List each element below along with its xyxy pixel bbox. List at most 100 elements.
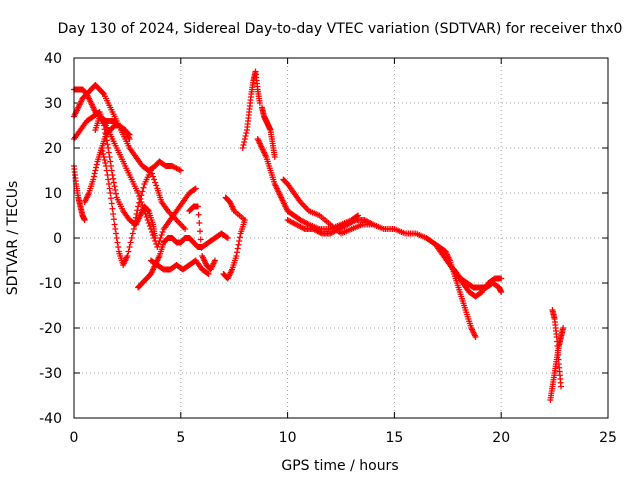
data-point [135,203,142,210]
data-point [140,184,147,191]
data-point [98,145,105,151]
series-arc-16 [284,217,377,237]
data-point [113,190,120,197]
data-point [236,234,243,241]
data-point [106,154,113,160]
data-point [355,212,362,219]
data-point [156,238,163,244]
data-point [113,235,120,241]
data-point [113,230,120,237]
data-point [234,245,241,252]
series-arc-9 [147,257,212,277]
data-point [100,154,107,160]
y-tick-label: -30 [39,366,62,382]
series-arc-6 [98,145,189,268]
series-arc-13 [258,104,278,160]
chart-title: Day 130 of 2024, Sidereal Day-to-day VTE… [58,21,623,37]
series-arc-21 [549,307,565,390]
data-point [99,148,106,154]
data-point [128,235,135,241]
data-point [138,199,145,205]
data-point [112,226,119,232]
data-point [93,164,100,171]
y-axis-label: SDTVAR / TECUs [5,181,21,296]
data-point [139,188,146,195]
data-point [131,222,138,229]
data-point [105,176,112,183]
data-point [153,182,160,189]
x-tick-label: 10 [279,430,297,446]
data-point [139,202,146,208]
data-point [223,234,230,241]
data-point [126,244,133,250]
data-point [558,383,565,390]
y-tick-label: 20 [44,141,62,157]
data-point [151,176,158,183]
data-point [108,200,115,207]
y-tick-label: 30 [44,96,62,112]
data-point [235,241,242,248]
data-point [143,214,150,220]
x-tick-label: 25 [599,430,617,446]
data-point [100,151,107,157]
data-point [560,325,567,331]
data-point [111,183,118,190]
data-point [107,158,114,165]
data-point [243,130,250,136]
data-point [124,253,131,259]
data-point [155,241,162,247]
data-point [130,226,137,232]
plot-frame [73,57,609,419]
data-point [256,100,263,106]
data-point [125,248,132,255]
series-arc-19 [451,266,505,295]
data-point [147,167,154,174]
data-point [148,229,155,235]
data-point [141,208,148,214]
series-arc-14 [254,136,362,232]
data-point [104,172,111,178]
data-point [126,131,133,138]
data-point [101,157,108,163]
data-point [151,235,158,241]
x-axis-label: GPS time / hours [281,458,398,474]
data-point [234,249,241,256]
data-point [140,205,147,211]
data-point [104,141,111,148]
data-point [196,220,203,226]
data-point [107,190,114,196]
data-point [241,136,248,142]
data-point [91,170,98,177]
data-point [271,154,278,160]
data-point [150,173,157,180]
data-point [150,232,157,238]
data-point [239,145,246,151]
data-point [198,244,205,251]
y-tick-label: -10 [39,276,62,292]
data-point [137,196,144,202]
data-point [236,238,243,244]
x-tick-label: 15 [385,430,403,446]
data-point [125,130,132,137]
data-point [498,275,505,282]
data-point [205,271,212,277]
y-tick-label: 10 [44,186,62,202]
series-arc-15 [280,176,430,241]
data-point [114,239,121,246]
data-point [147,226,154,232]
data-point [105,181,112,187]
data-points [71,68,567,403]
data-point [109,205,116,212]
data-point [110,211,117,217]
data-point [110,216,117,223]
data-point [112,187,119,193]
data-point [108,195,115,202]
data-point [132,214,139,221]
data-point [194,203,201,210]
data-point [144,217,151,223]
data-point [158,232,165,238]
data-point [81,217,88,223]
data-point [106,185,113,192]
series-arc-12 [239,68,263,151]
y-tick-label: -20 [39,321,62,337]
